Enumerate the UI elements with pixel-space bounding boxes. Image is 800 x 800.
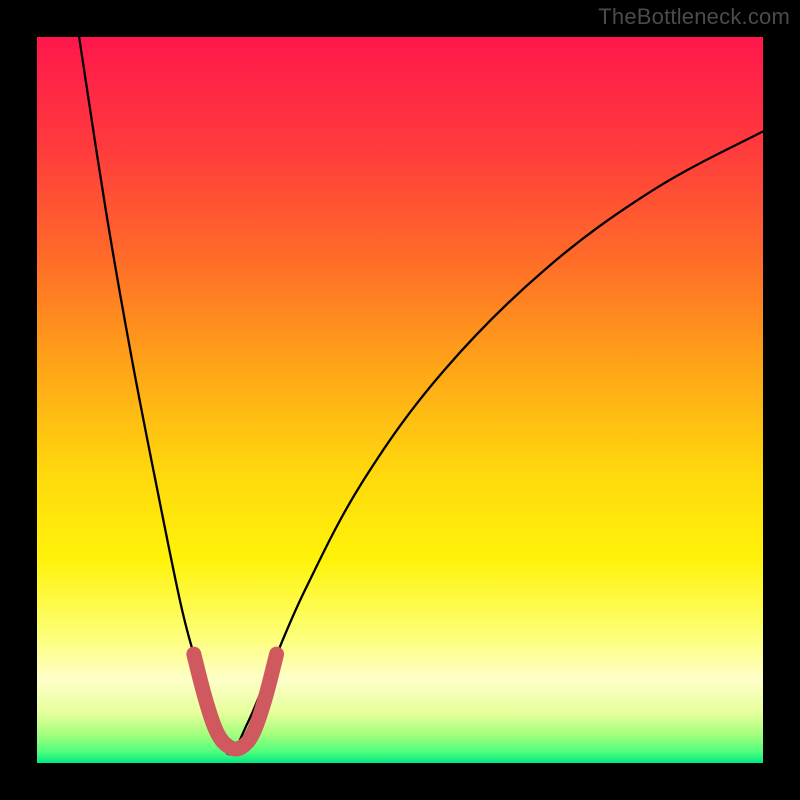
bottleneck-chart	[0, 0, 800, 800]
watermark-text: TheBottleneck.com	[598, 4, 790, 30]
plot-background	[37, 37, 763, 763]
